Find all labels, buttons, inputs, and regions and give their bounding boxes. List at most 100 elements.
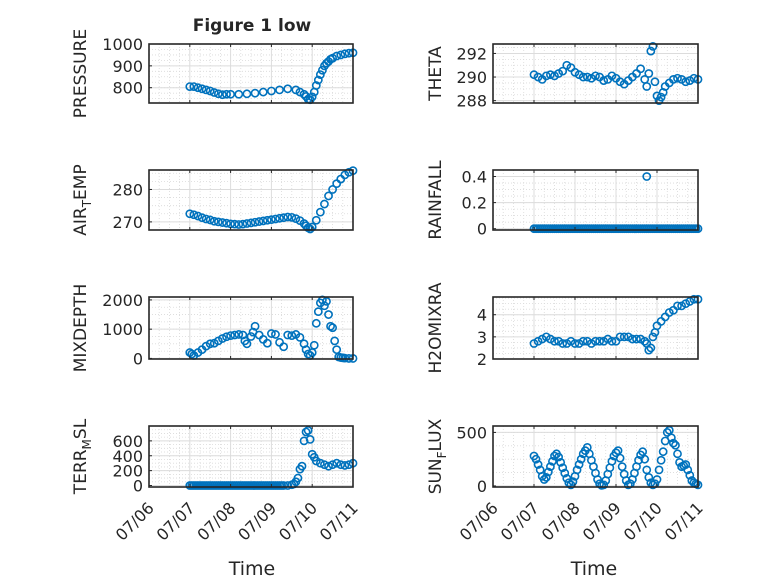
- data-point: [218, 218, 227, 227]
- data-point: [599, 76, 609, 85]
- data-point: [558, 66, 568, 76]
- x-tick-label: 07/10: [275, 498, 321, 544]
- y-axis-label: RAINFALL: [426, 160, 446, 240]
- data-point: [218, 90, 227, 100]
- data-point: [317, 65, 327, 75]
- subplot-6: 2 3 4 H2OMIXRA: [426, 282, 703, 374]
- data-point: [242, 219, 252, 228]
- subplot-2: 288 290 292 THETA: [426, 41, 703, 111]
- data-point: [197, 84, 207, 94]
- data-point: [328, 185, 337, 194]
- data-point: [658, 447, 668, 457]
- data-point: [558, 339, 568, 348]
- data-point: [222, 89, 231, 99]
- data-point: [336, 50, 346, 60]
- data-point: [669, 438, 678, 448]
- data-point: [226, 331, 235, 341]
- axes-box: [492, 169, 699, 231]
- y-tick-label: 292: [456, 44, 487, 63]
- data-point: [654, 465, 664, 475]
- data-point: [222, 332, 231, 342]
- data-point: [642, 172, 652, 181]
- data-point: [324, 310, 333, 319]
- data-point: [328, 460, 337, 470]
- y-tick-label: 0.4: [462, 168, 487, 187]
- data-point: [340, 49, 350, 59]
- y-tick-label: 600: [112, 432, 143, 451]
- x-tick-label: 07/07: [153, 498, 199, 544]
- data-point: [646, 46, 656, 56]
- data-point: [578, 336, 588, 346]
- data-point: [681, 77, 691, 87]
- y-axis-label: TERRMSL: [71, 418, 94, 495]
- data-point: [673, 301, 682, 311]
- data-point: [250, 88, 260, 98]
- x-tick-label: 07/08: [193, 498, 239, 544]
- data-point: [546, 462, 555, 472]
- data-point: [193, 83, 203, 93]
- data-point: [311, 215, 321, 225]
- data-point: [187, 349, 197, 359]
- x-tick-label: 07/09: [234, 498, 280, 544]
- data-point: [673, 73, 682, 83]
- data-point: [205, 215, 215, 225]
- axes-box: [148, 169, 354, 231]
- y-tick-label: 400: [112, 447, 143, 466]
- data-point: [550, 336, 559, 346]
- data-point: [189, 82, 199, 92]
- data-point: [599, 480, 609, 490]
- data-point: [332, 458, 342, 468]
- data-point: [299, 436, 309, 446]
- data-point: [193, 211, 203, 221]
- data-point: [642, 82, 652, 91]
- y-tick-label: 800: [112, 79, 143, 98]
- data-point: [222, 218, 231, 228]
- data-point: [234, 330, 244, 339]
- data-point: [582, 72, 592, 82]
- subplot-4: 0 0.2 0.4 RAINFALL: [426, 160, 703, 240]
- y-tick-label: 0: [477, 220, 487, 239]
- data-point: [311, 318, 321, 328]
- y-tick-label: 2000: [102, 291, 143, 310]
- data-point: [593, 475, 602, 484]
- data-point: [266, 329, 276, 338]
- data-point: [671, 440, 680, 450]
- axes-box: [492, 425, 699, 488]
- data-point: [234, 89, 244, 99]
- y-tick-label: 0: [477, 477, 487, 496]
- data-point: [297, 461, 307, 471]
- data-point: [533, 460, 543, 469]
- y-tick-label: 2: [477, 350, 487, 369]
- y-tick-label: 3: [477, 328, 487, 347]
- data-point: [250, 321, 260, 331]
- data-point: [242, 89, 252, 99]
- data-point: [576, 454, 586, 464]
- data-point: [301, 427, 311, 437]
- data-point: [685, 470, 695, 480]
- plot-area: [493, 44, 698, 103]
- axes-box: [148, 425, 354, 488]
- data-point: [205, 86, 215, 96]
- data-point: [656, 455, 666, 465]
- data-point: [283, 481, 293, 490]
- y-tick-label: 280: [112, 180, 143, 199]
- data-point: [189, 210, 199, 220]
- x-tick-label: 07/08: [538, 498, 584, 544]
- data-point: [666, 433, 676, 443]
- data-point: [615, 332, 625, 342]
- data-point: [652, 475, 662, 484]
- data-point: [572, 465, 582, 475]
- data-point: [591, 71, 600, 81]
- data-point: [615, 453, 625, 463]
- data-point: [330, 336, 340, 346]
- data-point: [313, 75, 323, 85]
- data-point: [283, 84, 293, 94]
- data-point: [185, 209, 195, 219]
- data-point: [634, 455, 643, 465]
- data-point: [548, 456, 557, 466]
- data-point: [640, 336, 650, 346]
- data-point: [669, 75, 678, 84]
- data-point: [271, 214, 280, 224]
- subplot-5: 0 1000 2000 MIXDEPTH: [71, 284, 358, 372]
